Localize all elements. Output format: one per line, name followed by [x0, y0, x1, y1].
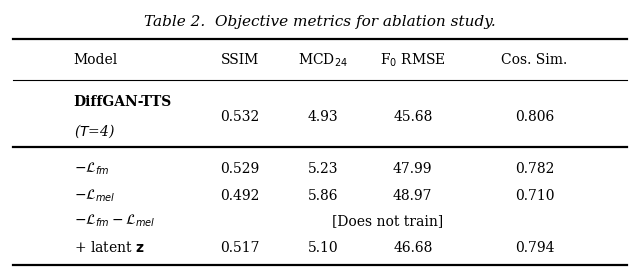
Text: 0.517: 0.517 — [220, 241, 260, 255]
Text: 5.86: 5.86 — [308, 189, 339, 203]
Text: [Does not train]: [Does not train] — [332, 214, 443, 228]
Text: MCD$_{24}$: MCD$_{24}$ — [298, 52, 348, 69]
Text: 47.99: 47.99 — [393, 162, 433, 176]
Text: Model: Model — [74, 53, 118, 67]
Text: 0.794: 0.794 — [515, 241, 554, 255]
Text: 0.529: 0.529 — [220, 162, 260, 176]
Text: 5.10: 5.10 — [308, 241, 339, 255]
Text: Table 2.  Objective metrics for ablation study.: Table 2. Objective metrics for ablation … — [144, 15, 496, 29]
Text: SSIM: SSIM — [221, 53, 259, 67]
Text: 48.97: 48.97 — [393, 189, 433, 203]
Text: $-\mathcal{L}_{fm}$: $-\mathcal{L}_{fm}$ — [74, 161, 109, 177]
Text: Cos. Sim.: Cos. Sim. — [501, 53, 568, 67]
Text: 0.782: 0.782 — [515, 162, 554, 176]
Text: 4.93: 4.93 — [308, 110, 339, 124]
Text: 45.68: 45.68 — [393, 110, 433, 124]
Text: DiffGAN-TTS: DiffGAN-TTS — [74, 95, 172, 109]
Text: + latent $\mathbf{z}$: + latent $\mathbf{z}$ — [74, 240, 145, 255]
Text: $-\mathcal{L}_{fm}-\mathcal{L}_{mel}$: $-\mathcal{L}_{fm}-\mathcal{L}_{mel}$ — [74, 213, 155, 229]
Text: 0.492: 0.492 — [220, 189, 260, 203]
Text: $-\mathcal{L}_{mel}$: $-\mathcal{L}_{mel}$ — [74, 187, 115, 204]
Text: 0.806: 0.806 — [515, 110, 554, 124]
Text: 0.710: 0.710 — [515, 189, 554, 203]
Text: 0.532: 0.532 — [220, 110, 260, 124]
Text: ($T$=4): ($T$=4) — [74, 122, 115, 140]
Text: 46.68: 46.68 — [393, 241, 433, 255]
Text: 5.23: 5.23 — [308, 162, 339, 176]
Text: F$_0$ RMSE: F$_0$ RMSE — [380, 52, 445, 69]
